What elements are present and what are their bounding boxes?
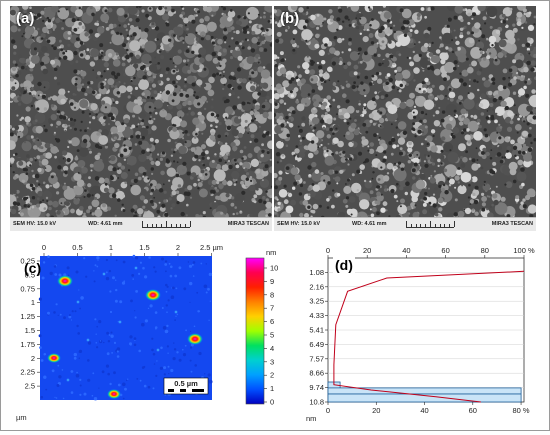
sem-image-b: (b) SEM HV: 15.0 kV WD: 4.61 mm MIRA3 TE… bbox=[274, 6, 536, 231]
panel-label-a: (a) bbox=[16, 10, 35, 27]
histogram-y-tick: 9.74 bbox=[309, 383, 324, 392]
panel-label-d: (d) bbox=[333, 257, 355, 273]
colorbar-tick: 3 bbox=[270, 357, 274, 366]
sem-brand-b: MIRA3 TESCAN bbox=[491, 221, 533, 227]
afm-y-tick: 1.75 bbox=[20, 340, 35, 349]
panel-label-b: (b) bbox=[280, 10, 300, 27]
histogram-y-tick: 10.8 bbox=[309, 398, 324, 407]
afm-scalebar: 0.5 µm bbox=[163, 377, 209, 395]
afm-x-tick: 1 bbox=[109, 243, 113, 252]
colorbar-tick: 6 bbox=[270, 317, 274, 326]
histogram-y-tick: 4.33 bbox=[309, 311, 324, 320]
histogram-y-tick: 2.16 bbox=[309, 282, 324, 291]
histogram-top-tick: 100 % bbox=[513, 246, 535, 255]
histogram-y-tick: 7.57 bbox=[309, 354, 324, 363]
sem-wd-a: WD: 4.61 mm bbox=[88, 221, 123, 227]
colorbar-tick: 2 bbox=[270, 371, 274, 380]
histogram-y-tick: 1.08 bbox=[309, 268, 324, 277]
colorbar-tick: 0 bbox=[270, 398, 274, 407]
histogram-y-tick: 5.41 bbox=[309, 326, 324, 335]
afm-y-tick: 2 bbox=[31, 354, 35, 363]
afm-x-tick: 1.5 bbox=[139, 243, 149, 252]
afm-x-tick: 2.5 µm bbox=[200, 243, 223, 252]
sem-scale-b bbox=[406, 221, 455, 228]
histogram-panel: 0 20 40 60 80 100 % 0 20 40 60 80 % 1.08 2.16 3.25 4… bbox=[300, 240, 548, 430]
sem-image-a: (a) SEM HV: 15.0 kV WD: 4.61 mm MIRA3 TE… bbox=[10, 6, 272, 231]
sem-wd-b: WD: 4.61 mm bbox=[352, 221, 387, 227]
afm-x-tick: 2 bbox=[176, 243, 180, 252]
afm-y-tick: 2.5 bbox=[25, 382, 35, 391]
histogram-y-tick: 6.49 bbox=[309, 340, 324, 349]
histogram-bottom-tick: 80 % bbox=[513, 406, 530, 415]
histogram-top-tick: 20 bbox=[363, 246, 371, 255]
sem-info-bar-b: SEM HV: 15.0 kV WD: 4.61 mm MIRA3 TESCAN bbox=[274, 217, 536, 231]
afm-x-tick: 0 bbox=[42, 243, 46, 252]
afm-scalebar-label: 0.5 µm bbox=[174, 379, 198, 388]
afm-panel: 0 0.5 1 1.5 2 2.5 µm 0.25 0.5 0.75 1 1.25 1.5 1.75 2… bbox=[8, 240, 318, 430]
sem-texture-b bbox=[274, 6, 536, 231]
histogram-top-tick: 0 bbox=[326, 246, 330, 255]
afm-colorbar bbox=[245, 257, 265, 405]
sem-brand-a: MIRA3 TESCAN bbox=[227, 221, 269, 227]
afm-y-tick: 2.25 bbox=[20, 368, 35, 377]
afm-y-unit: µm bbox=[16, 413, 27, 422]
afm-map: 0 0.5 1 1.5 2 2.5 µm 0.25 0.5 0.75 1 1.25 1.5 1.75 2… bbox=[16, 243, 278, 422]
afm-y-tick: 0.5 bbox=[25, 270, 35, 279]
histogram-bottom-tick: 60 bbox=[469, 406, 477, 415]
afm-y-tick: 0.25 bbox=[20, 257, 35, 266]
histogram-y-unit: nm bbox=[306, 414, 316, 423]
cumulative-curve bbox=[333, 270, 525, 403]
sem-hv-b: SEM HV: 15.0 kV bbox=[277, 221, 321, 227]
colorbar-tick: 4 bbox=[270, 344, 274, 353]
colorbar-tick: 1 bbox=[270, 384, 274, 393]
histogram-top-tick: 60 bbox=[441, 246, 449, 255]
colorbar-tick: 5 bbox=[270, 331, 274, 340]
sem-hv-a: SEM HV: 15.0 kV bbox=[13, 221, 57, 227]
sem-scale-a bbox=[142, 221, 191, 228]
histogram-bottom-tick: 40 bbox=[420, 406, 428, 415]
afm-y-tick: 1.5 bbox=[25, 326, 35, 335]
afm-x-tick: 0.5 bbox=[72, 243, 82, 252]
afm-y-tick: 0.75 bbox=[20, 284, 35, 293]
colorbar-tick: 7 bbox=[270, 304, 274, 313]
histogram-bottom-tick: 20 bbox=[372, 406, 380, 415]
height-histogram: 0 20 40 60 80 100 % 0 20 40 60 80 % 1.08 2.16 3.25 4… bbox=[306, 246, 535, 423]
sem-texture-a bbox=[10, 6, 272, 231]
histogram-top-tick: 40 bbox=[402, 246, 410, 255]
panel-label-c: (c) bbox=[24, 260, 42, 276]
histogram-y-tick: 3.25 bbox=[309, 297, 324, 306]
colorbar-tick: 9 bbox=[270, 277, 274, 286]
histogram-bar bbox=[327, 387, 522, 395]
colorbar-unit: nm bbox=[266, 248, 276, 257]
sem-info-bar-a: SEM HV: 15.0 kV WD: 4.61 mm MIRA3 TESCAN bbox=[10, 217, 272, 231]
histogram-top-tick: 80 bbox=[481, 246, 489, 255]
colorbar-tick: 8 bbox=[270, 290, 274, 299]
histogram-y-tick: 8.66 bbox=[309, 369, 324, 378]
histogram-bottom-tick: 0 bbox=[326, 406, 330, 415]
afm-y-tick: 1.25 bbox=[20, 312, 35, 321]
colorbar-tick: 10 bbox=[270, 264, 278, 273]
afm-y-tick: 1 bbox=[31, 298, 35, 307]
